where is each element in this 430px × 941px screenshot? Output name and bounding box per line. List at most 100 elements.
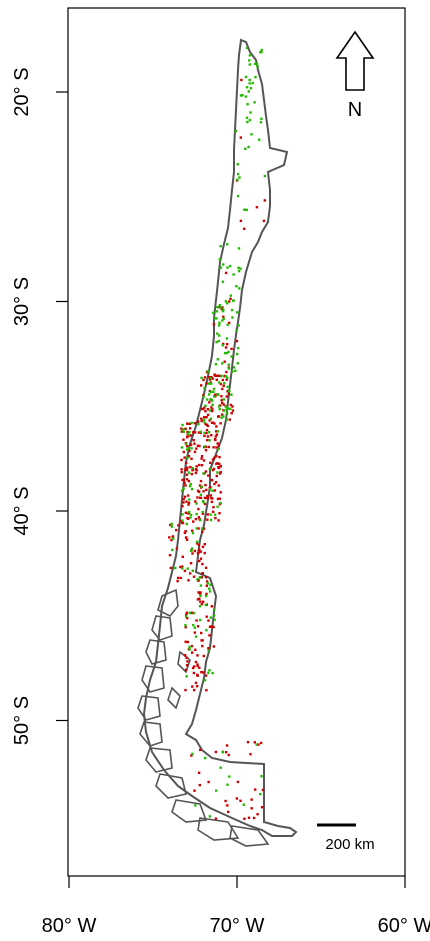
red-point <box>218 497 222 500</box>
green-point <box>198 605 202 608</box>
red-point <box>184 626 187 629</box>
green-point <box>236 362 239 365</box>
red-point <box>176 576 180 580</box>
green-point <box>237 324 240 327</box>
red-point <box>182 450 185 454</box>
red-point <box>197 591 200 594</box>
red-point <box>221 401 224 405</box>
red-point <box>171 535 174 539</box>
green-point <box>207 649 210 652</box>
red-point <box>250 807 253 810</box>
red-point <box>199 600 202 603</box>
green-point <box>199 518 202 522</box>
red-point <box>169 566 172 570</box>
green-point <box>244 75 248 79</box>
red-point <box>183 481 186 484</box>
green-point <box>195 540 199 543</box>
green-point <box>203 421 206 424</box>
red-point <box>195 447 198 450</box>
red-point <box>214 516 217 520</box>
green-point <box>217 339 220 343</box>
red-point <box>205 689 208 692</box>
green-point <box>232 299 235 302</box>
red-point <box>197 543 201 547</box>
green-point <box>236 194 240 198</box>
red-point <box>253 741 256 744</box>
green-point <box>201 500 205 503</box>
red-point <box>200 603 203 606</box>
green-point <box>217 405 221 408</box>
red-point <box>183 531 187 534</box>
green-point <box>236 178 239 181</box>
green-point <box>218 334 221 337</box>
red-point <box>218 462 221 466</box>
red-point <box>216 497 220 501</box>
red-point <box>193 688 196 692</box>
red-point <box>215 455 218 458</box>
red-point <box>211 497 214 500</box>
green-point <box>224 300 228 303</box>
green-point <box>191 569 194 572</box>
green-point <box>209 377 212 380</box>
scale-bar: 200 km <box>317 823 375 853</box>
red-point <box>182 438 185 441</box>
green-point <box>234 369 237 372</box>
green-point <box>193 626 196 629</box>
red-point <box>228 300 231 303</box>
red-point <box>193 665 196 668</box>
green-point <box>220 374 223 378</box>
red-point <box>212 506 215 509</box>
plot-frame <box>67 7 406 877</box>
green-point <box>238 176 241 179</box>
red-point <box>209 461 212 464</box>
red-point <box>220 413 224 416</box>
red-point <box>203 376 207 379</box>
red-point <box>208 376 211 379</box>
red-point <box>210 605 213 608</box>
red-point <box>202 394 205 397</box>
green-point <box>181 567 184 570</box>
red-point <box>204 576 208 579</box>
red-point <box>198 783 201 787</box>
green-point <box>195 502 198 505</box>
red-point <box>197 771 201 774</box>
red-point <box>181 555 184 558</box>
red-point <box>205 416 208 419</box>
red-point <box>217 444 220 447</box>
red-point <box>183 456 186 459</box>
red-point <box>224 271 228 275</box>
green-point <box>221 309 225 313</box>
y-tick-label: 40° S <box>11 486 33 535</box>
red-points-layer <box>168 78 266 820</box>
red-point <box>206 408 210 411</box>
green-point <box>188 430 191 434</box>
red-point <box>198 484 202 487</box>
green-point <box>207 671 210 674</box>
red-point <box>223 374 226 378</box>
green-point <box>219 501 222 505</box>
green-point <box>208 669 211 672</box>
red-point <box>206 438 209 442</box>
red-point <box>202 378 205 382</box>
green-point <box>207 370 210 373</box>
red-point <box>207 647 210 650</box>
green-point <box>216 358 219 361</box>
red-point <box>188 572 192 575</box>
green-point <box>226 783 229 786</box>
red-point <box>205 584 208 587</box>
green-point <box>190 447 193 450</box>
red-point <box>210 434 213 437</box>
green-point <box>248 54 252 57</box>
green-point <box>216 306 219 309</box>
green-point <box>189 513 193 517</box>
green-point <box>170 522 173 526</box>
red-point <box>199 479 203 483</box>
green-point <box>219 266 223 269</box>
red-point <box>202 654 205 658</box>
green-point <box>228 775 231 778</box>
red-point <box>185 611 189 614</box>
green-point <box>227 350 230 354</box>
red-point <box>177 524 180 527</box>
red-point <box>220 307 223 311</box>
green-point <box>224 375 228 378</box>
